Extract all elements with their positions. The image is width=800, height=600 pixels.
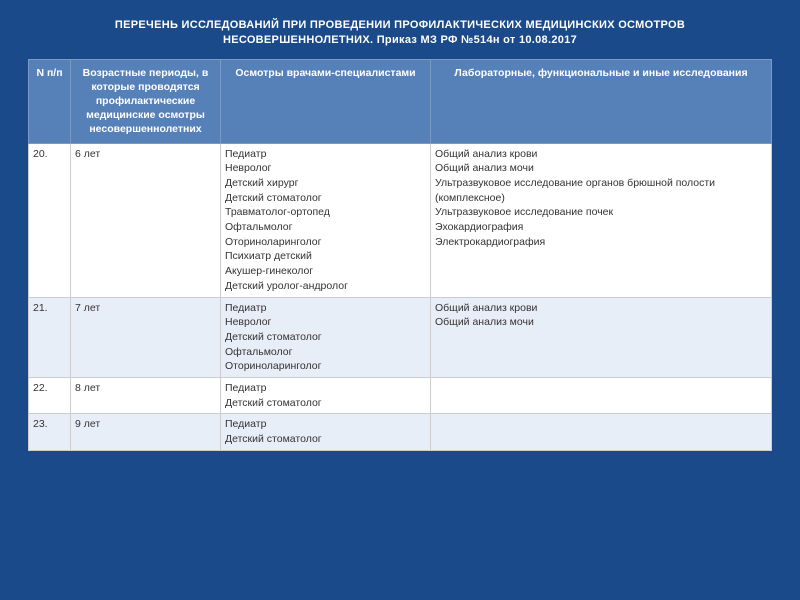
cell-age: 8 лет [71, 377, 221, 413]
cell-age: 6 лет [71, 143, 221, 297]
table-row: 22. 8 лет ПедиатрДетский стоматолог [29, 377, 772, 413]
table-row: 23. 9 лет ПедиатрДетский стоматолог [29, 414, 772, 450]
page-title: ПЕРЕЧЕНЬ ИССЛЕДОВАНИЙ ПРИ ПРОВЕДЕНИИ ПРО… [28, 18, 772, 49]
cell-number: 23. [29, 414, 71, 450]
col-header-number: N п/п [29, 59, 71, 143]
table-row: 20. 6 лет ПедиатрНеврологДетский хирургД… [29, 143, 772, 297]
col-header-labs: Лабораторные, функциональные и иные иссл… [431, 59, 772, 143]
title-line-1: ПЕРЕЧЕНЬ ИССЛЕДОВАНИЙ ПРИ ПРОВЕДЕНИИ ПРО… [115, 19, 685, 31]
cell-age: 7 лет [71, 297, 221, 377]
col-header-specialists: Осмотры врачами-специалистами [221, 59, 431, 143]
cell-number: 20. [29, 143, 71, 297]
cell-labs: Общий анализ кровиОбщий анализ мочиУльтр… [431, 143, 772, 297]
table-header-row: N п/п Возрастные периоды, в которые пров… [29, 59, 772, 143]
cell-labs [431, 414, 772, 450]
col-header-age-period: Возрастные периоды, в которые проводятся… [71, 59, 221, 143]
cell-number: 22. [29, 377, 71, 413]
cell-specialists: ПедиатрНеврологДетский стоматологОфтальм… [221, 297, 431, 377]
cell-specialists: ПедиатрДетский стоматолог [221, 414, 431, 450]
cell-number: 21. [29, 297, 71, 377]
cell-labs: Общий анализ кровиОбщий анализ мочи [431, 297, 772, 377]
cell-specialists: ПедиатрДетский стоматолог [221, 377, 431, 413]
cell-labs [431, 377, 772, 413]
examinations-table: N п/п Возрастные периоды, в которые пров… [28, 59, 772, 451]
cell-age: 9 лет [71, 414, 221, 450]
title-line-2: НЕСОВЕРШЕННОЛЕТНИХ. Приказ МЗ РФ №514н о… [223, 34, 577, 46]
table-row: 21. 7 лет ПедиатрНеврологДетский стомато… [29, 297, 772, 377]
cell-specialists: ПедиатрНеврологДетский хирургДетский сто… [221, 143, 431, 297]
